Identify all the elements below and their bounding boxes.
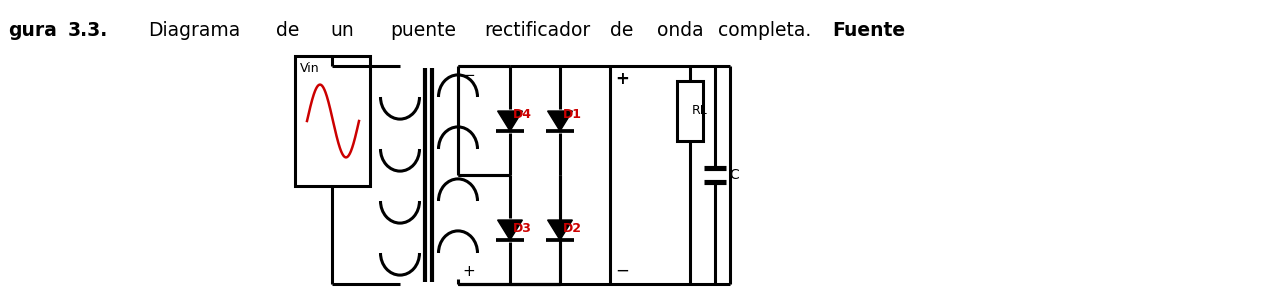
Polygon shape (497, 111, 523, 131)
Bar (295, 56, 371, 186)
Text: D3: D3 (512, 222, 532, 235)
Polygon shape (547, 220, 573, 240)
Text: onda: onda (657, 21, 704, 40)
Text: rectificador: rectificador (484, 21, 590, 40)
Text: +: + (615, 70, 629, 88)
Text: gura: gura (8, 21, 58, 40)
Text: C: C (728, 168, 739, 182)
Polygon shape (547, 111, 573, 131)
Polygon shape (497, 220, 523, 240)
Text: D2: D2 (564, 222, 581, 235)
Text: −: − (615, 262, 629, 280)
Text: −: − (463, 68, 474, 83)
Text: de: de (610, 21, 634, 40)
Text: puente: puente (390, 21, 456, 40)
Bar (677, 81, 703, 141)
Text: Vin: Vin (300, 62, 320, 75)
Text: RL: RL (691, 105, 708, 118)
Text: un: un (330, 21, 354, 40)
Text: de: de (276, 21, 299, 40)
Text: Fuente: Fuente (832, 21, 905, 40)
Text: Diagrama: Diagrama (148, 21, 240, 40)
Text: 3.3.: 3.3. (68, 21, 109, 40)
Text: D1: D1 (564, 108, 581, 121)
Text: +: + (463, 264, 474, 279)
Text: D4: D4 (512, 108, 532, 121)
Text: completa.: completa. (718, 21, 812, 40)
